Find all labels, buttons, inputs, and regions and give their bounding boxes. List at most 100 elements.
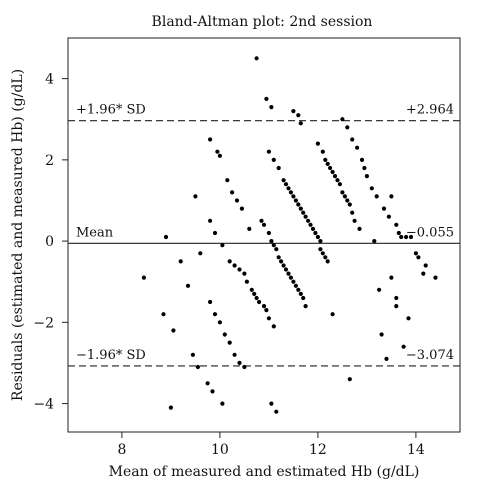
data-point	[308, 222, 313, 227]
data-point	[298, 206, 303, 211]
data-point	[318, 247, 323, 252]
data-point	[296, 113, 301, 118]
data-point	[205, 381, 210, 386]
data-point	[257, 299, 262, 305]
data-point	[225, 178, 230, 183]
data-point	[342, 194, 347, 199]
data-point	[404, 234, 409, 240]
plot-frame	[67, 37, 461, 433]
y-tick-label: −2	[33, 315, 54, 331]
data-point	[227, 259, 232, 264]
data-point	[291, 109, 296, 114]
upper-line-right-label: +2.964	[406, 103, 454, 118]
data-point	[401, 344, 406, 349]
y-tick-label: −4	[33, 397, 54, 413]
data-point	[372, 239, 377, 244]
data-point	[266, 316, 271, 321]
data-point	[249, 287, 254, 292]
data-point	[261, 304, 267, 309]
data-point	[340, 190, 345, 195]
data-point	[293, 198, 298, 203]
data-point	[230, 190, 235, 195]
data-point	[220, 243, 225, 248]
data-point	[254, 295, 259, 301]
data-point	[345, 125, 350, 130]
x-axis-label: Mean of measured and estimated Hb (g/dL)	[109, 464, 420, 480]
reference-lines: +1.96* SD +2.964 Mean −0.055 −1.96* SD −3.074	[68, 103, 460, 367]
x-tick-label: 14	[407, 442, 425, 458]
data-point	[345, 198, 350, 203]
data-point	[340, 117, 345, 122]
y-axis-label: Residuals (estimated and measured Hb) (g…	[10, 69, 26, 401]
data-point	[298, 291, 303, 296]
data-point	[396, 230, 401, 236]
x-tick-label: 12	[309, 442, 327, 458]
data-point	[286, 271, 291, 276]
data-point	[335, 178, 340, 183]
data-point	[210, 389, 215, 394]
data-point	[274, 247, 279, 252]
data-points	[141, 56, 438, 414]
data-point	[269, 239, 274, 244]
data-point	[271, 243, 276, 248]
data-point	[232, 263, 237, 268]
data-point	[242, 271, 247, 276]
data-point	[394, 304, 399, 309]
y-tick-label: 4	[45, 72, 54, 88]
data-point	[399, 234, 404, 240]
data-point	[350, 137, 355, 142]
data-point	[281, 263, 286, 268]
data-point	[330, 169, 335, 175]
data-point	[406, 316, 411, 321]
x-tick-label: 8	[117, 442, 126, 458]
data-point	[264, 308, 269, 313]
data-point	[281, 178, 286, 183]
data-point	[337, 182, 342, 187]
data-point	[178, 259, 183, 264]
data-point	[237, 267, 242, 272]
data-point	[320, 251, 325, 256]
data-point	[193, 194, 198, 199]
data-point	[276, 255, 281, 260]
data-point	[220, 401, 225, 406]
data-point	[296, 202, 301, 207]
data-point	[389, 194, 394, 199]
data-point	[291, 279, 296, 284]
lower-line-right-label: −3.074	[406, 348, 454, 363]
data-point	[347, 377, 352, 382]
data-point	[306, 218, 311, 223]
data-point	[362, 165, 367, 171]
data-point	[264, 96, 269, 101]
data-point	[313, 230, 318, 236]
data-point	[416, 255, 421, 260]
data-point	[283, 267, 289, 272]
y-tick-label: 0	[45, 234, 54, 250]
data-point	[298, 121, 303, 126]
data-point	[293, 283, 298, 288]
data-point	[374, 194, 379, 199]
data-point	[266, 230, 271, 236]
data-point	[369, 186, 374, 191]
data-point	[394, 222, 399, 227]
data-point	[364, 174, 369, 179]
data-point	[168, 405, 173, 410]
data-point	[252, 291, 257, 296]
data-point	[303, 214, 308, 219]
data-point	[261, 222, 267, 227]
data-point	[247, 226, 252, 231]
data-point	[242, 364, 247, 370]
data-point	[413, 251, 418, 256]
chart-title: Bland-Altman plot: 2nd session	[152, 14, 373, 30]
data-point	[350, 210, 355, 215]
data-point	[332, 174, 338, 179]
data-point	[301, 210, 306, 215]
data-point	[254, 56, 259, 61]
data-point	[276, 165, 281, 171]
data-point	[198, 251, 203, 256]
data-point	[381, 206, 387, 211]
data-point	[394, 295, 399, 301]
data-point	[208, 299, 213, 305]
mean-line-left-label: Mean	[76, 225, 114, 240]
lower-line-left-label: −1.96* SD	[76, 348, 146, 363]
data-point	[421, 271, 426, 276]
